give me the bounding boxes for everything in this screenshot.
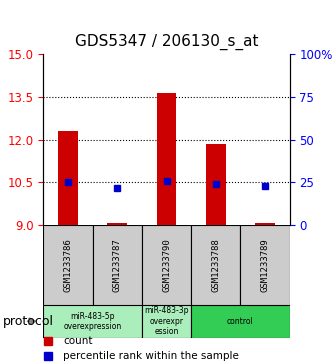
FancyBboxPatch shape — [191, 305, 290, 338]
FancyBboxPatch shape — [43, 305, 142, 338]
Bar — [157, 93, 176, 225]
Text: GSM1233789: GSM1233789 — [260, 238, 270, 292]
FancyBboxPatch shape — [191, 225, 240, 305]
FancyBboxPatch shape — [142, 225, 191, 305]
Text: miR-483-5p
overexpression: miR-483-5p overexpression — [64, 311, 122, 331]
Text: miR-483-3p
overexpr
ession: miR-483-3p overexpr ession — [144, 306, 189, 336]
Bar — [107, 223, 127, 225]
Text: control: control — [227, 317, 254, 326]
Text: count: count — [63, 337, 93, 346]
Text: protocol: protocol — [3, 315, 54, 328]
Text: percentile rank within the sample: percentile rank within the sample — [63, 351, 239, 360]
Bar — [206, 144, 226, 225]
Text: GSM1233790: GSM1233790 — [162, 238, 171, 292]
FancyBboxPatch shape — [43, 225, 93, 305]
FancyBboxPatch shape — [93, 225, 142, 305]
Text: GSM1233788: GSM1233788 — [211, 238, 220, 292]
Bar — [58, 131, 78, 225]
Text: GSM1233787: GSM1233787 — [113, 238, 122, 292]
FancyBboxPatch shape — [240, 225, 290, 305]
Title: GDS5347 / 206130_s_at: GDS5347 / 206130_s_at — [75, 34, 258, 50]
FancyBboxPatch shape — [142, 305, 191, 338]
Bar — [255, 223, 275, 225]
Text: GSM1233786: GSM1233786 — [63, 238, 73, 292]
